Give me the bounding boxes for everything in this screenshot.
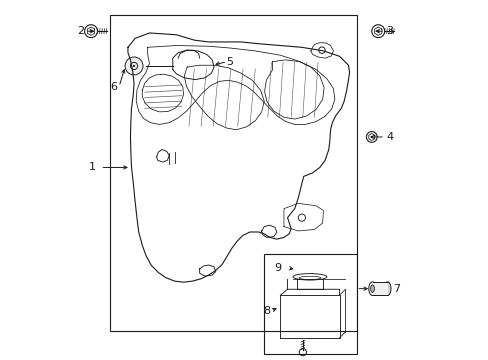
- Text: 9: 9: [274, 263, 281, 273]
- Circle shape: [133, 65, 135, 67]
- Text: 6: 6: [110, 82, 117, 92]
- Text: 4: 4: [386, 132, 392, 142]
- Circle shape: [125, 57, 142, 75]
- Text: 3: 3: [386, 26, 392, 36]
- Text: 8: 8: [263, 306, 270, 316]
- Ellipse shape: [384, 282, 390, 296]
- Text: 7: 7: [392, 284, 400, 294]
- Bar: [372, 282, 387, 296]
- Ellipse shape: [368, 282, 375, 296]
- Circle shape: [370, 136, 372, 138]
- Bar: [110, 15, 357, 330]
- Text: 1: 1: [88, 162, 95, 172]
- Ellipse shape: [370, 285, 374, 292]
- Circle shape: [376, 30, 379, 32]
- Bar: [264, 253, 357, 354]
- Text: 2: 2: [77, 26, 83, 36]
- Circle shape: [90, 30, 92, 32]
- Text: 5: 5: [226, 57, 233, 67]
